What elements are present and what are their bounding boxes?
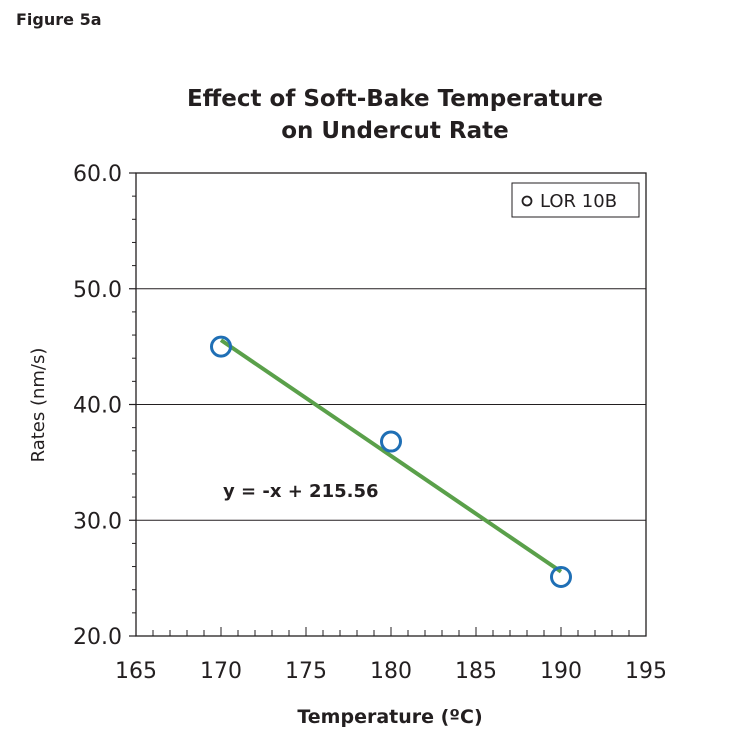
- chart-subtitle: on Undercut Rate: [281, 118, 508, 144]
- y-tick-label: 50.0: [73, 278, 122, 303]
- data-point: [380, 430, 402, 453]
- x-tick-label: 190: [540, 659, 582, 684]
- data-points: [210, 335, 572, 588]
- data-point: [210, 335, 232, 358]
- trendline: [219, 338, 563, 574]
- x-tick-label: 195: [625, 659, 667, 684]
- y-tick-label: 30.0: [73, 509, 122, 534]
- trendline-equation: y = -x + 215.56: [223, 481, 379, 502]
- y-axis-label: Rates (nm/s): [28, 348, 49, 463]
- data-point: [550, 565, 572, 588]
- figure-label: Figure 5a: [16, 10, 102, 29]
- legend-marker-icon: [521, 195, 533, 207]
- plot-area: [135, 172, 647, 637]
- x-tick-label: 185: [455, 659, 497, 684]
- legend-box: [511, 182, 640, 218]
- legend: LOR 10B: [511, 182, 640, 218]
- gridlines: [136, 288, 646, 521]
- y-tick-labels: 20.0 30.0 40.0 50.0 60.0: [73, 162, 122, 650]
- y-tick-label: 20.0: [73, 625, 122, 650]
- x-tick-label: 175: [285, 659, 327, 684]
- x-tick-label: 180: [370, 659, 412, 684]
- legend-label: LOR 10B: [540, 191, 617, 212]
- chart-title: Effect of Soft-Bake Temperature: [187, 86, 603, 112]
- minor-ticks: [129, 172, 630, 637]
- x-tick-labels: 165 170 175 180 185 190 195: [115, 659, 667, 684]
- x-tick-label: 170: [200, 659, 242, 684]
- y-tick-label: 40.0: [73, 394, 122, 419]
- x-tick-label: 165: [115, 659, 157, 684]
- y-tick-label: 60.0: [73, 162, 122, 187]
- x-axis-label: Temperature (ºC): [297, 706, 482, 728]
